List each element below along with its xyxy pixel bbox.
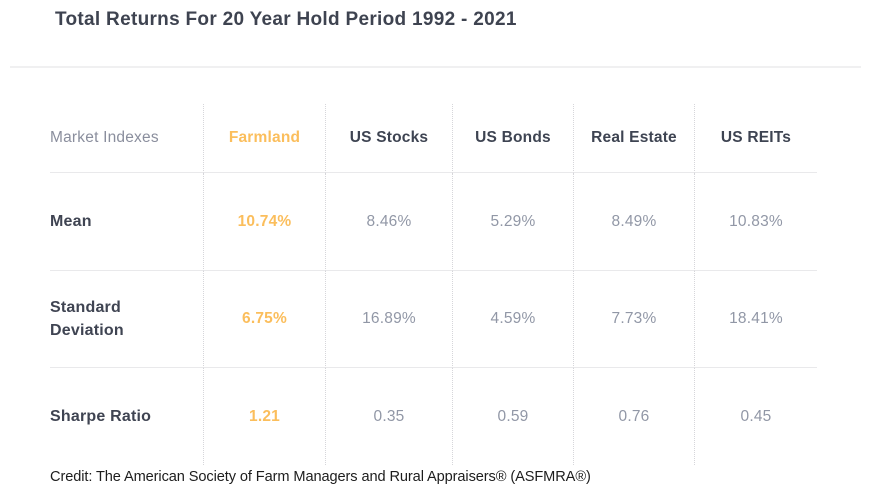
- row-label-mean-text: Mean: [50, 212, 92, 230]
- value-standard-deviation-farmland: 6.75%: [203, 271, 325, 368]
- column-header-farmland: Farmland: [203, 104, 325, 173]
- value-mean-us-bonds: 5.29%: [452, 173, 573, 271]
- value-standard-deviation-real-estate: 7.73%: [573, 271, 694, 368]
- column-header-us-bonds: US Bonds: [452, 104, 573, 173]
- column-header-us-reits: US REITs: [694, 104, 817, 173]
- value-mean-farmland: 10.74%: [203, 173, 325, 271]
- row-label-sharpe-ratio-text: Sharpe Ratio: [50, 407, 152, 425]
- title-divider: [10, 66, 861, 68]
- value-sharpe-ratio-us-stocks: 0.35: [325, 368, 452, 465]
- value-sharpe-ratio-farmland: 1.21: [203, 368, 325, 465]
- value-standard-deviation-us-stocks: 16.89%: [325, 271, 452, 368]
- value-sharpe-ratio-real-estate: 0.76: [573, 368, 694, 465]
- credit-line: Credit: The American Society of Farm Man…: [50, 469, 591, 485]
- value-mean-us-reits: 10.83%: [694, 173, 817, 271]
- returns-table: Market Indexes Farmland US Stocks US Bonds R…: [50, 104, 817, 465]
- page-title: Total Returns For 20 Year Hold Period 19…: [55, 9, 517, 30]
- table-corner-label: Market Indexes: [50, 104, 203, 173]
- column-header-real-estate: Real Estate: [573, 104, 694, 173]
- row-label-mean: Mean: [50, 173, 203, 271]
- value-sharpe-ratio-us-reits: 0.45: [694, 368, 817, 465]
- row-label-sharpe-ratio: Sharpe Ratio: [50, 368, 203, 465]
- value-mean-real-estate: 8.49%: [573, 173, 694, 271]
- row-label-standard-deviation: Standard Deviation: [50, 271, 203, 368]
- value-standard-deviation-us-reits: 18.41%: [694, 271, 817, 368]
- value-standard-deviation-us-bonds: 4.59%: [452, 271, 573, 368]
- column-header-us-stocks: US Stocks: [325, 104, 452, 173]
- value-mean-us-stocks: 8.46%: [325, 173, 452, 271]
- row-label-standard-deviation-text: Standard Deviation: [50, 298, 124, 339]
- value-sharpe-ratio-us-bonds: 0.59: [452, 368, 573, 465]
